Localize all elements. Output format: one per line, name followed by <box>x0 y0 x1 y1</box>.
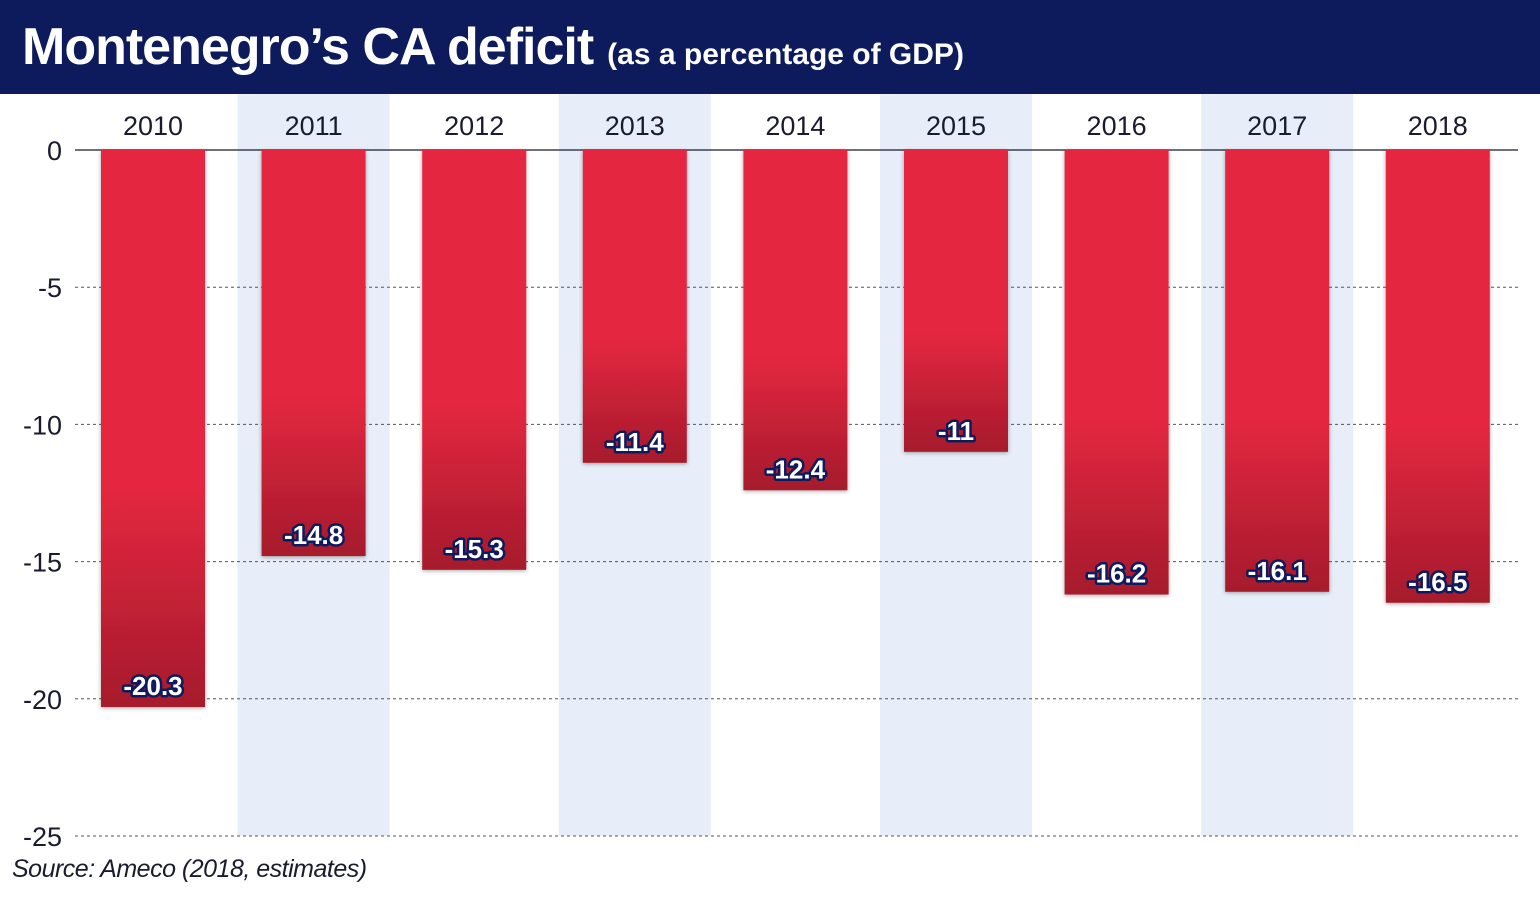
bar <box>1385 150 1490 603</box>
data-label: -16.2 <box>1087 559 1146 589</box>
data-label: -15.3 <box>445 534 504 564</box>
data-label: -12.4 <box>766 454 826 484</box>
y-tick-label: -10 <box>23 410 62 440</box>
y-tick-label: -15 <box>23 548 62 578</box>
data-label: -16.1 <box>1248 556 1307 586</box>
data-label: -11 <box>938 416 974 446</box>
y-tick-label: -20 <box>23 685 62 715</box>
x-tick-label: 2014 <box>765 111 825 141</box>
source-note: Source: Ameco (2018, estimates) <box>12 855 367 883</box>
x-tick-label: 2017 <box>1247 111 1307 141</box>
bar <box>743 150 848 491</box>
data-label: -11.4 <box>606 427 664 457</box>
y-tick-label: -25 <box>23 822 62 852</box>
bar <box>1064 150 1169 595</box>
bar <box>904 150 1008 452</box>
x-tick-label: 2010 <box>123 111 183 141</box>
chart-title: Montenegro’s CA deficit <box>22 18 594 76</box>
bar <box>422 150 527 570</box>
bar <box>1225 150 1330 592</box>
bar-chart: 0 -5 -10 -15 -20 -25 2010 -20.3 2011 -14.8 2012 -15… <box>23 94 1518 852</box>
bar <box>582 150 687 463</box>
chart-area: 0 -5 -10 -15 -20 -25 2010 -20.3 2011 -14.8 2012 -15… <box>0 94 1540 854</box>
bar <box>261 150 366 557</box>
chart-subtitle: (as a percentage of GDP) <box>607 38 964 71</box>
x-tick-label: 2015 <box>926 111 986 141</box>
y-tick-label: -5 <box>38 273 62 303</box>
x-tick-label: 2013 <box>605 111 665 141</box>
bar <box>101 150 205 708</box>
x-tick-label: 2016 <box>1087 111 1147 141</box>
data-label: -14.8 <box>284 520 343 550</box>
x-tick-label: 2018 <box>1408 111 1468 141</box>
data-label: -16.5 <box>1408 567 1467 597</box>
data-label: -20.3 <box>123 671 182 701</box>
chart-header: Montenegro’s CA deficit (as a percentage… <box>0 0 1540 94</box>
x-tick-label: 2011 <box>285 111 343 141</box>
x-tick-label: 2012 <box>444 111 504 141</box>
y-tick-label: 0 <box>47 136 62 166</box>
